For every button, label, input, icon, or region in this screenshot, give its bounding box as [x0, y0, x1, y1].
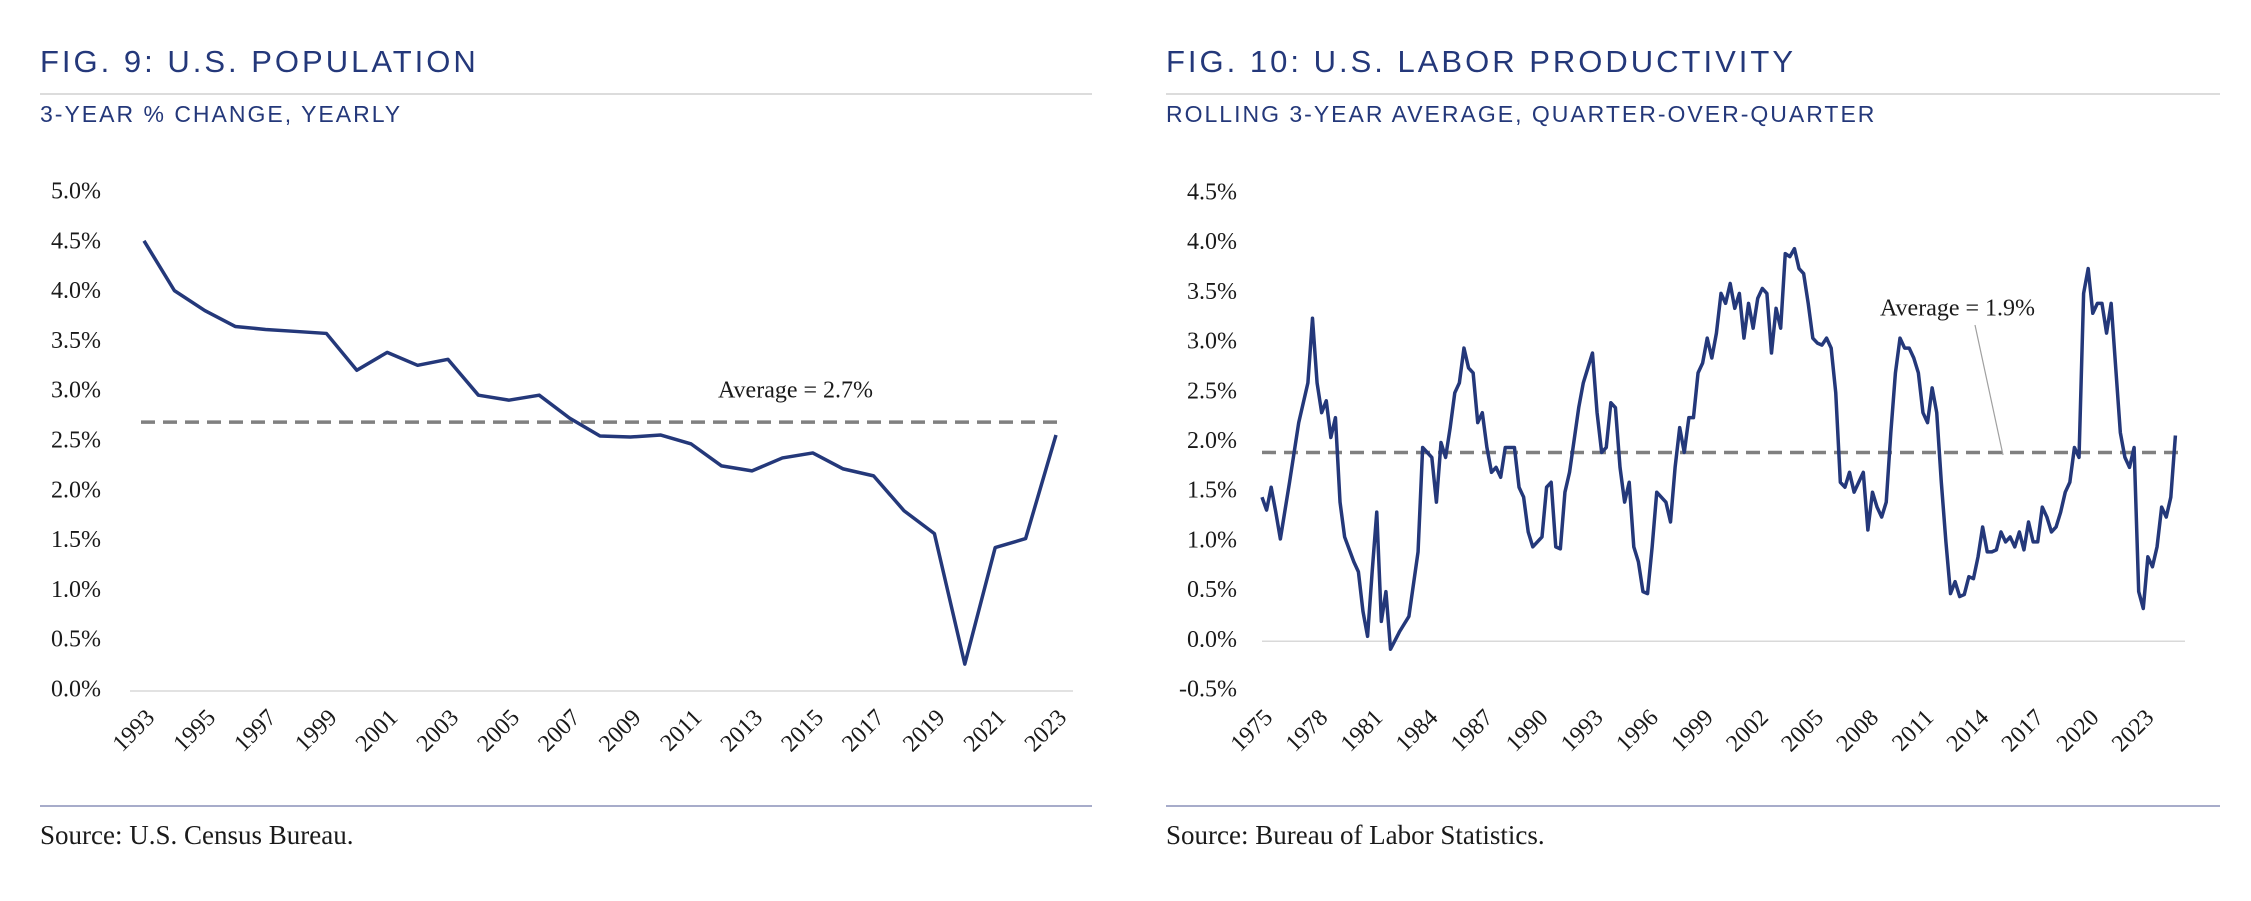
- y-tick-label: 5.0%: [51, 179, 101, 205]
- y-tick-label: 2.0%: [1187, 428, 1237, 454]
- x-tick-label: 2013: [716, 705, 768, 757]
- y-tick-label: 3.5%: [51, 328, 101, 354]
- x-tick-label: 1999: [290, 705, 342, 757]
- x-tick-label: 2007: [533, 705, 585, 757]
- x-tick-label: 2011: [656, 705, 708, 757]
- chart-subtitle: 3-YEAR % CHANGE, YEARLY: [40, 101, 402, 127]
- x-tick-label: 2014: [1942, 705, 1994, 757]
- x-tick-label: 2017: [837, 705, 889, 757]
- y-tick-label: 0.5%: [1187, 577, 1237, 603]
- y-tick-label: 2.5%: [51, 428, 101, 454]
- y-tick-label: 1.5%: [51, 527, 101, 553]
- x-tick-label: 2023: [1020, 705, 1072, 757]
- source-note: Source: U.S. Census Bureau.: [40, 820, 353, 850]
- chart-title: FIG. 9: U.S. POPULATION: [40, 44, 479, 79]
- y-tick-label: -0.5%: [1179, 677, 1237, 703]
- x-tick-label: 2003: [412, 705, 464, 757]
- y-tick-label: 4.0%: [51, 278, 101, 304]
- x-tick-label: 2023: [2107, 705, 2159, 757]
- x-tick-label: 1981: [1336, 705, 1388, 757]
- x-tick-label: 1990: [1501, 705, 1553, 757]
- x-tick-label: 2019: [898, 705, 950, 757]
- data-line: [1260, 246, 2178, 651]
- x-tick-label: 1997: [229, 705, 281, 757]
- x-tick-label: 2002: [1722, 705, 1774, 757]
- y-tick-label: 3.5%: [1187, 279, 1237, 305]
- x-tick-label: 1984: [1391, 705, 1443, 757]
- x-tick-label: 2001: [351, 705, 403, 757]
- y-tick-label: 2.5%: [1187, 378, 1237, 404]
- x-tick-label: 2017: [1997, 705, 2049, 757]
- average-label: Average = 2.7%: [718, 378, 873, 404]
- chart-title: FIG. 10: U.S. LABOR PRODUCTIVITY: [1166, 44, 1796, 79]
- x-tick-label: 2015: [777, 705, 829, 757]
- x-tick-label: 2020: [2052, 705, 2104, 757]
- x-tick-label: 1993: [1556, 705, 1608, 757]
- x-tick-label: 2021: [959, 705, 1011, 757]
- y-tick-label: 1.0%: [1187, 527, 1237, 553]
- y-tick-label: 0.0%: [51, 677, 101, 703]
- x-tick-label: 2009: [594, 705, 646, 757]
- x-tick-label: 1995: [169, 705, 221, 757]
- y-tick-label: 4.0%: [1187, 229, 1237, 255]
- y-tick-label: 0.0%: [1187, 627, 1237, 653]
- y-tick-label: 4.5%: [1187, 180, 1237, 206]
- y-tick-label: 1.0%: [51, 577, 101, 603]
- annotation-leader: [1974, 324, 2004, 456]
- x-tick-label: 2005: [473, 705, 525, 757]
- y-tick-label: 3.0%: [51, 378, 101, 404]
- y-tick-label: 1.5%: [1187, 478, 1237, 504]
- x-tick-label: 2011: [1887, 705, 1939, 757]
- x-tick-label: 1996: [1611, 705, 1663, 757]
- x-tick-label: 1975: [1226, 705, 1278, 757]
- data-line: [142, 239, 1058, 666]
- y-tick-label: 0.5%: [51, 627, 101, 653]
- x-tick-label: 2008: [1832, 705, 1884, 757]
- x-tick-label: 1987: [1446, 705, 1498, 757]
- x-tick-label: 1993: [108, 705, 160, 757]
- y-tick-label: 4.5%: [51, 228, 101, 254]
- x-tick-label: 2005: [1777, 705, 1829, 757]
- y-tick-label: 3.0%: [1187, 329, 1237, 355]
- chart-subtitle: ROLLING 3-YEAR AVERAGE, QUARTER-OVER-QUA…: [1166, 101, 1876, 127]
- x-tick-label: 1999: [1666, 705, 1718, 757]
- average-label: Average = 1.9%: [1880, 296, 2035, 322]
- source-note: Source: Bureau of Labor Statistics.: [1166, 820, 1545, 850]
- y-tick-label: 2.0%: [51, 477, 101, 503]
- x-tick-label: 1978: [1281, 705, 1333, 757]
